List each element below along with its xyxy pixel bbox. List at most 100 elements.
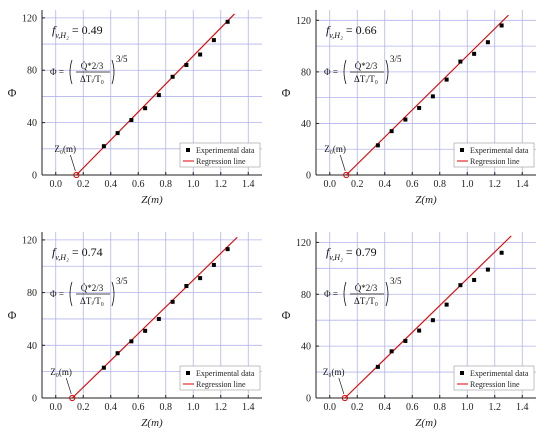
data-point [389, 349, 394, 354]
x-tick-label: 0.8 [160, 402, 173, 413]
formula-lhs: Φ = [324, 67, 338, 77]
x-tick-label: 1.4 [516, 402, 529, 413]
legend-marker-points [460, 371, 464, 375]
x-tick-label: 1.4 [516, 179, 529, 190]
data-point [485, 267, 490, 272]
legend-label-points: Experimental data [470, 369, 529, 378]
x-axis-title: Z(m) [415, 194, 437, 206]
data-point [375, 364, 380, 369]
data-point [115, 351, 120, 356]
data-point [198, 276, 203, 281]
x-tick-label: 0.2 [351, 402, 364, 413]
y-tick-label: 120 [22, 13, 37, 24]
formula-exponent: 3/5 [116, 276, 128, 286]
data-point [389, 129, 394, 134]
x-tick-label: 0.0 [324, 179, 337, 190]
x-tick-label: 0.0 [50, 179, 63, 190]
chart-panel-3: 0.0 0.2 0.4 0.6 0.8 1.0 1.2 1.4 0 40 80 120 Z(m) Φ Z₀(… [8, 232, 262, 429]
x-axis-title: Z(m) [415, 417, 437, 429]
regression-line [345, 14, 509, 176]
z0-pointer [339, 154, 346, 172]
data-point [430, 318, 435, 323]
x-tick-label: 0.4 [379, 179, 392, 190]
data-point [472, 277, 477, 282]
formula: Φ = Q̇*2/3 ΔTᵢ/T₀ 3/5 [50, 54, 128, 85]
regression-line [344, 235, 512, 399]
x-tick-label: 1.2 [489, 179, 502, 190]
z0-label: Z₀(m) [54, 144, 76, 154]
data-point [499, 23, 504, 28]
formula-paren-left [343, 281, 347, 307]
y-axis-title: Φ [282, 308, 291, 322]
data-point [156, 93, 161, 98]
y-tick-label: 120 [22, 235, 37, 246]
y-tick-label: 40 [301, 342, 311, 353]
formula-denominator: ΔTᵢ/T₀ [80, 296, 104, 306]
formula-lhs: Φ = [50, 289, 64, 299]
x-tick-label: 0.2 [77, 179, 90, 190]
x-tick-label: 1.2 [215, 402, 228, 413]
y-tick-label: 80 [301, 290, 311, 301]
z0-pointer [65, 377, 72, 395]
formula-denominator: ΔTᵢ/T₀ [80, 74, 104, 84]
data-point [225, 247, 230, 252]
formula-paren-right [111, 59, 115, 85]
data-point [170, 74, 175, 79]
z0-pointer [338, 377, 345, 395]
y-tick-label: 40 [27, 341, 37, 352]
data-point [101, 144, 106, 149]
formula-numerator: Q̇*2/3 [355, 61, 378, 71]
x-tick-label: 1.4 [242, 402, 255, 413]
y-tick-label: 0 [32, 394, 37, 405]
formula-exponent: 3/5 [116, 54, 128, 64]
y-tick-label: 0 [306, 394, 311, 405]
x-tick-label: 0.8 [434, 179, 447, 190]
data-point [225, 19, 230, 24]
data-point [184, 284, 189, 289]
legend-label-line: Regression line [196, 380, 246, 389]
data-point [115, 131, 120, 136]
data-point [417, 105, 422, 110]
x-tick-label: 1.2 [489, 402, 502, 413]
y-tick-label: 120 [296, 16, 311, 27]
formula: Φ = Q̇*2/3 ΔTᵢ/T₀ 3/5 [324, 54, 402, 85]
formula-paren-left [69, 281, 73, 307]
chart-panel-4: 0.0 0.2 0.4 0.6 0.8 1.0 1.2 1.4 0 40 80 120 Z(m) Φ Z₀(… [282, 232, 536, 429]
formula-paren-right [385, 59, 389, 85]
data-point [101, 365, 106, 370]
z0-marker [69, 394, 76, 402]
formula: Φ = Q̇*2/3 ΔTᵢ/T₀ 3/5 [50, 276, 128, 307]
parameter-label: fv,H₂ = 0.79 [326, 245, 377, 262]
y-axis-title: Φ [282, 86, 291, 100]
legend-label-points: Experimental data [196, 369, 255, 378]
parameter-label: fv,H₂ = 0.49 [52, 23, 103, 40]
parameter-label: fv,H₂ = 0.66 [326, 23, 377, 40]
data-point [499, 250, 504, 255]
legend-box [453, 365, 535, 391]
data-point [143, 106, 148, 111]
formula-paren-right [385, 281, 389, 307]
x-tick-label: 1.0 [461, 402, 474, 413]
data-point [485, 40, 490, 45]
formula-paren-left [69, 59, 73, 85]
z0-label: Z₀(m) [50, 367, 72, 377]
data-point [211, 38, 216, 43]
data-point [444, 302, 449, 307]
data-point [184, 63, 189, 67]
legend-label-line: Regression line [470, 157, 520, 166]
z0-marker [73, 171, 80, 179]
x-tick-label: 1.0 [187, 179, 200, 190]
data-point [472, 51, 477, 56]
formula-denominator: ΔTᵢ/T₀ [354, 296, 378, 306]
legend-box [179, 365, 261, 391]
data-point [375, 143, 380, 148]
x-tick-label: 1.0 [461, 179, 474, 190]
x-tick-label: 1.0 [187, 402, 200, 413]
data-point [129, 339, 134, 344]
x-tick-label: 0.4 [105, 179, 118, 190]
legend-box [453, 142, 535, 168]
y-tick-label: 0 [306, 171, 311, 182]
y-tick-label: 40 [27, 118, 37, 129]
x-tick-label: 0.0 [324, 402, 337, 413]
x-axis-title: Z(m) [141, 417, 163, 429]
